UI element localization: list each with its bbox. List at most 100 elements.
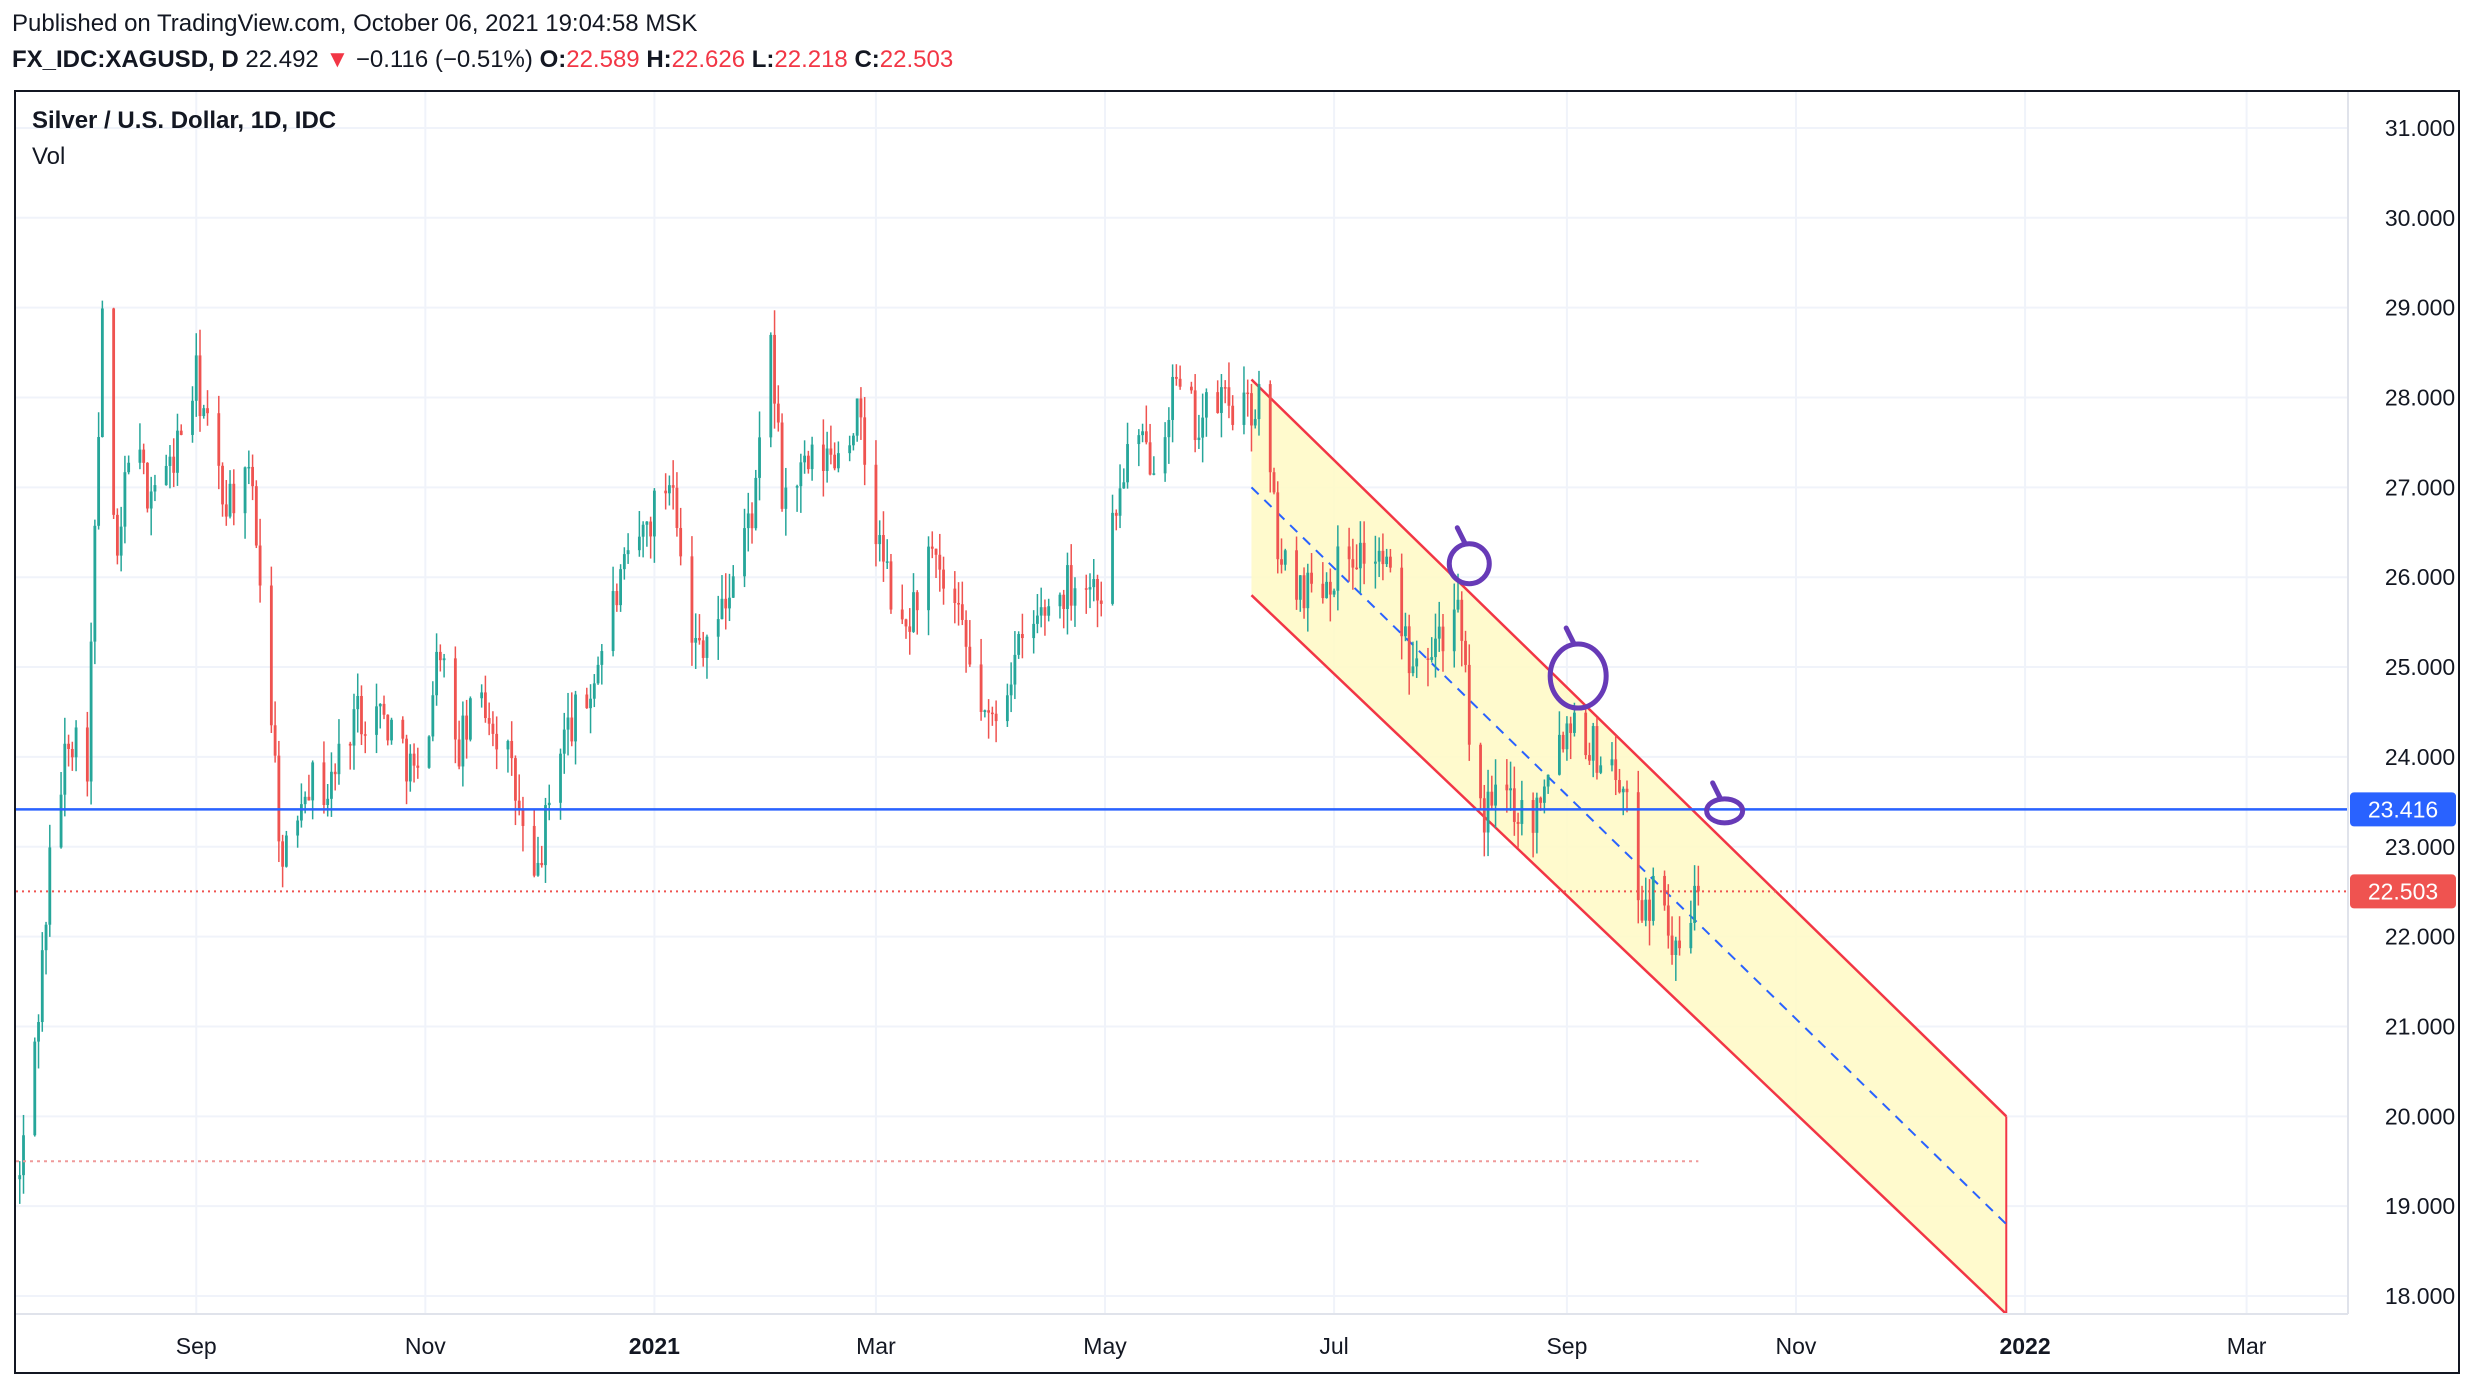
- candle-body: [1546, 774, 1550, 787]
- candle-body: [1505, 784, 1509, 791]
- high-value: 22.626: [671, 46, 746, 73]
- ticker-line: FX_IDC:XAGUSD, D 22.492 ▼ −0.116 (−0.51%…: [12, 42, 2452, 78]
- candle-body: [664, 490, 668, 494]
- candle-body: [438, 651, 442, 661]
- candle-body: [544, 805, 547, 866]
- candle-body: [1467, 664, 1471, 745]
- last-price: 22.492: [245, 46, 319, 73]
- candle-body: [191, 400, 194, 435]
- candle-body: [1516, 821, 1520, 824]
- candle-body: [915, 592, 919, 611]
- candle-body: [668, 485, 671, 494]
- candle-body: [900, 609, 904, 620]
- candle-body: [1573, 712, 1576, 733]
- candle-body: [483, 692, 487, 719]
- candle-body: [146, 462, 149, 509]
- candle-body: [1201, 417, 1205, 438]
- candle-body: [1005, 695, 1009, 722]
- candle-body: [1246, 392, 1250, 395]
- candle-body: [705, 636, 709, 658]
- chart-frame[interactable]: 23.416 22.503 31.000 30.000 29.000 28.000 27.…: [14, 90, 2460, 1374]
- candle-body: [1099, 600, 1103, 604]
- candle-body: [296, 820, 300, 836]
- low-value: 22.218: [774, 46, 848, 73]
- candle-body: [40, 950, 44, 1023]
- candle-body: [626, 550, 630, 555]
- candle-body: [1058, 594, 1062, 607]
- x-tick-label: Nov: [405, 1333, 446, 1359]
- candle-body: [731, 576, 735, 598]
- candle-body: [1415, 658, 1419, 667]
- candle-body: [1666, 905, 1670, 936]
- candlestick-chart[interactable]: 23.416 22.503 31.000 30.000 29.000 28.000 27.…: [16, 92, 2458, 1372]
- candle-body: [637, 536, 641, 551]
- candle-layer: [18, 300, 1700, 1204]
- legend-indicator: Vol: [32, 143, 65, 170]
- candle-body: [1092, 578, 1096, 588]
- candle-body: [1193, 390, 1197, 441]
- candle-body: [611, 591, 615, 652]
- candle-body: [979, 664, 983, 712]
- candle-body: [168, 456, 172, 466]
- candle-body: [322, 762, 326, 805]
- candle-body: [1437, 626, 1441, 639]
- candle-body: [1486, 791, 1490, 833]
- candle-body: [964, 619, 968, 647]
- candle-body: [277, 755, 281, 842]
- candle-body: [1595, 726, 1599, 773]
- candle-body: [773, 334, 776, 404]
- candle-body: [1678, 940, 1681, 949]
- candle-body: [622, 554, 626, 570]
- candle-body: [1535, 797, 1539, 833]
- channel-fill: [1251, 379, 2007, 1314]
- candle-body: [299, 804, 303, 821]
- candle-body: [829, 448, 833, 455]
- candle-body: [562, 729, 566, 754]
- candle-body: [284, 835, 288, 867]
- candle-body: [1351, 559, 1355, 568]
- candle-body: [1017, 634, 1021, 655]
- candle-body: [1407, 626, 1411, 674]
- candle-body: [758, 437, 761, 478]
- candle-body: [589, 698, 592, 709]
- candle-body: [258, 545, 262, 586]
- candle-body: [878, 535, 882, 545]
- candle-body: [37, 1022, 40, 1042]
- candle-body: [1490, 791, 1494, 806]
- candle-body: [1253, 419, 1257, 426]
- candle-body: [1610, 759, 1614, 766]
- candle-body: [1512, 788, 1516, 822]
- candle-body: [641, 524, 645, 537]
- candle-body: [649, 521, 653, 537]
- candle-body: [1223, 387, 1227, 389]
- circle-marker: [1446, 541, 1492, 587]
- candle-body: [333, 771, 337, 775]
- candle-body: [198, 355, 202, 417]
- channel-lower-line: [1250, 594, 2008, 1315]
- candle-body: [848, 445, 852, 454]
- candle-body: [1118, 488, 1122, 516]
- candle-body: [1163, 437, 1167, 474]
- candle-body: [1227, 387, 1231, 406]
- y-tick-label: 29.000: [2385, 295, 2455, 321]
- candle-body: [716, 619, 720, 637]
- candle-body: [495, 733, 499, 750]
- circle-marker-tail: [1563, 625, 1577, 647]
- candle-body: [1373, 561, 1377, 564]
- candle-body: [206, 408, 209, 414]
- candle-body: [67, 743, 70, 749]
- y-tick-label: 26.000: [2385, 564, 2455, 590]
- candle-body: [1144, 431, 1148, 443]
- candle-body: [776, 403, 780, 423]
- candle-body: [671, 485, 675, 488]
- candle-body: [405, 738, 408, 782]
- x-tick-label: Jul: [1319, 1333, 1348, 1359]
- candle-body: [1220, 387, 1223, 413]
- x-tick-label: May: [1083, 1333, 1127, 1359]
- level-price-label: 23.416: [2368, 796, 2438, 822]
- candle-body: [1088, 587, 1092, 590]
- open-value: 22.589: [566, 46, 640, 73]
- candle-body: [1648, 899, 1651, 921]
- candle-body: [821, 444, 825, 471]
- candle-body: [1216, 392, 1220, 413]
